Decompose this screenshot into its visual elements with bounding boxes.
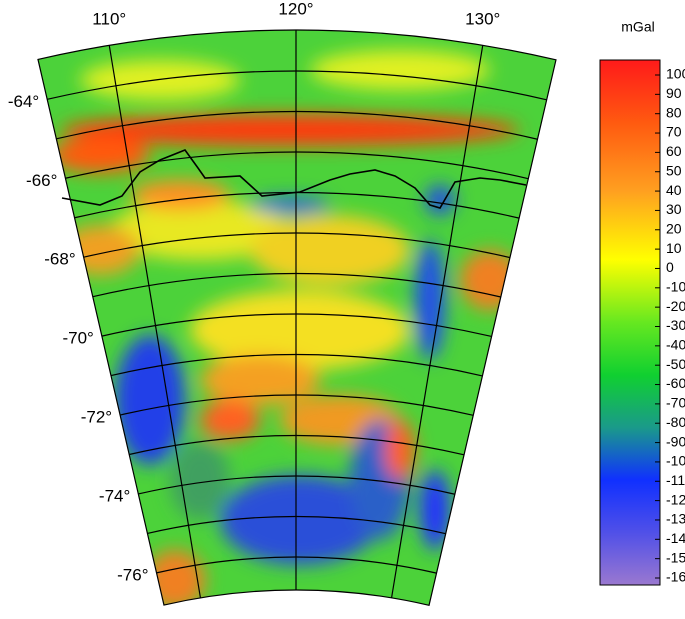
colorbar-tick-label: -20 bbox=[666, 298, 685, 314]
parallel bbox=[138, 475, 456, 495]
map-frame bbox=[37, 29, 557, 606]
colorbar-tick-label: 10 bbox=[666, 240, 682, 256]
colorbar-tick-label: -150 bbox=[666, 549, 685, 565]
colorbar-tick-label: 70 bbox=[666, 124, 682, 140]
parallel bbox=[101, 313, 492, 338]
colorbar-tick-label: -90 bbox=[666, 433, 685, 449]
colorbar-tick-label: -10 bbox=[666, 279, 685, 295]
parallel bbox=[83, 232, 511, 259]
lat-label: -70° bbox=[62, 329, 93, 348]
meridian bbox=[390, 45, 484, 598]
lat-label: -66° bbox=[26, 171, 57, 190]
colorbar-tick-label: -80 bbox=[666, 414, 685, 430]
colorbar-tick-label: 90 bbox=[666, 85, 682, 101]
lat-label: -68° bbox=[44, 250, 75, 269]
colorbar-scale bbox=[599, 59, 661, 586]
meridian bbox=[108, 45, 202, 598]
colorbar-tick-label: 80 bbox=[666, 104, 682, 120]
colorbar: mGal 1009080706050403020100-10-20-30-40-… bbox=[599, 19, 685, 586]
colorbar-tick-label: 40 bbox=[666, 182, 682, 198]
colorbar-tick-label: 30 bbox=[666, 201, 682, 217]
colorbar-tick-label: -30 bbox=[666, 317, 685, 333]
parallel bbox=[47, 70, 547, 101]
colorbar-tick-label: -120 bbox=[666, 491, 685, 507]
colorbar-tick-label: 0 bbox=[666, 259, 674, 275]
colorbar-tick-label: -130 bbox=[666, 511, 685, 527]
map-labels: 110° 120° 130° -64° -66° -68° -70° -72° -74° -76° bbox=[8, 0, 500, 584]
lat-label: -76° bbox=[117, 565, 148, 584]
colorbar-tick-label: -60 bbox=[666, 375, 685, 391]
lon-label: 110° bbox=[92, 9, 126, 28]
colorbar-unit: mGal bbox=[621, 19, 654, 35]
colorbar-tick-label: 100 bbox=[666, 66, 685, 82]
parallel bbox=[56, 110, 538, 140]
parallel bbox=[119, 394, 474, 416]
colorbar-tick-label: -100 bbox=[666, 453, 685, 469]
colorbar-tick-label: 50 bbox=[666, 162, 682, 178]
colorbar-tick-label: -140 bbox=[666, 530, 685, 546]
colorbar-tick-label: -40 bbox=[666, 337, 685, 353]
parallel bbox=[92, 272, 501, 298]
colorbar-tick-label: 60 bbox=[666, 143, 682, 159]
lon-label: 130° bbox=[465, 9, 500, 28]
parallel bbox=[65, 151, 529, 180]
parallel bbox=[110, 353, 483, 377]
lat-label: -64° bbox=[8, 92, 39, 111]
colorbar-tick-label: -50 bbox=[666, 356, 685, 372]
colorbar-tick-label: -110 bbox=[666, 472, 685, 488]
colorbar-tick-label: -160 bbox=[666, 569, 685, 585]
lat-label: -72° bbox=[81, 408, 112, 427]
colorbar-tick-label: 20 bbox=[666, 220, 682, 236]
parallel bbox=[129, 434, 465, 456]
lon-label: 120° bbox=[278, 0, 313, 18]
lat-label: -74° bbox=[99, 486, 130, 505]
colorbar-tick-label: -70 bbox=[666, 395, 685, 411]
coastline bbox=[61, 149, 527, 209]
